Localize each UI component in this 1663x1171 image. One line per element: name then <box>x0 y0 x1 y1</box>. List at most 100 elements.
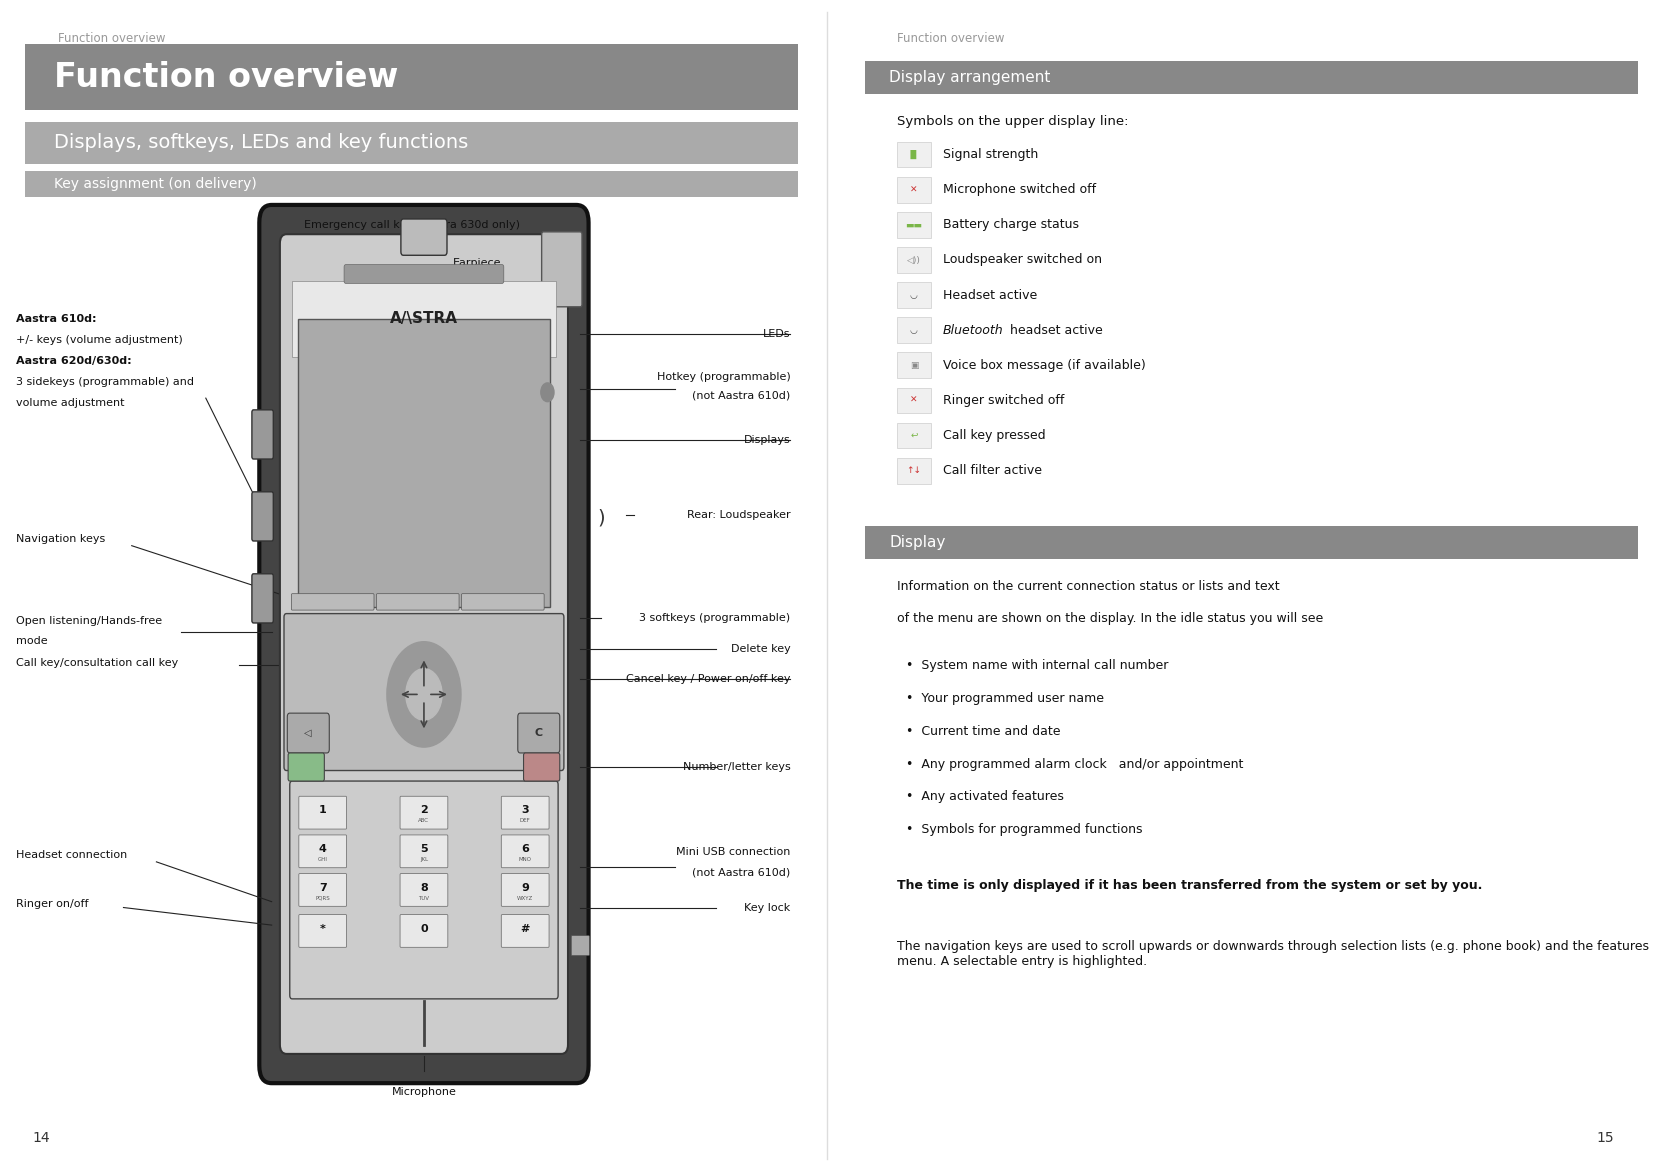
Text: Symbols on the upper display line:: Symbols on the upper display line: <box>898 115 1129 128</box>
FancyBboxPatch shape <box>25 122 798 164</box>
Text: Emergency call key (Aastra 630d only): Emergency call key (Aastra 630d only) <box>304 220 519 230</box>
Text: Delete key: Delete key <box>730 644 790 653</box>
Text: •  Any programmed alarm clock   and/or appointment: • Any programmed alarm clock and/or appo… <box>906 758 1242 771</box>
Text: Navigation keys: Navigation keys <box>17 534 106 545</box>
Text: WXYZ: WXYZ <box>517 896 534 900</box>
FancyBboxPatch shape <box>251 492 273 541</box>
Text: Key assignment (on delivery): Key assignment (on delivery) <box>53 177 256 191</box>
FancyBboxPatch shape <box>344 265 504 283</box>
Text: 9: 9 <box>521 883 529 892</box>
FancyBboxPatch shape <box>524 753 560 781</box>
Text: Microphone: Microphone <box>391 1087 456 1097</box>
FancyBboxPatch shape <box>25 171 798 197</box>
Text: #: # <box>521 924 530 933</box>
Text: 8: 8 <box>421 883 427 892</box>
Text: Headset active: Headset active <box>943 288 1038 302</box>
Text: 3 sidekeys (programmable) and: 3 sidekeys (programmable) and <box>17 377 195 388</box>
Text: Information on the current connection status or lists and text: Information on the current connection st… <box>898 580 1281 593</box>
Text: Headset connection: Headset connection <box>17 850 128 861</box>
Text: 14: 14 <box>33 1131 50 1145</box>
FancyBboxPatch shape <box>289 781 559 999</box>
FancyBboxPatch shape <box>896 317 931 343</box>
FancyBboxPatch shape <box>896 423 931 448</box>
FancyBboxPatch shape <box>896 212 931 238</box>
FancyBboxPatch shape <box>542 232 582 307</box>
FancyBboxPatch shape <box>25 44 798 110</box>
Text: Open listening/Hands-free: Open listening/Hands-free <box>17 616 163 626</box>
Text: (not Aastra 610d): (not Aastra 610d) <box>692 391 790 400</box>
Text: headset active: headset active <box>1006 323 1103 337</box>
FancyBboxPatch shape <box>896 142 931 167</box>
Text: Display arrangement: Display arrangement <box>890 70 1051 84</box>
Text: TUV: TUV <box>419 896 429 900</box>
FancyBboxPatch shape <box>896 282 931 308</box>
FancyBboxPatch shape <box>288 713 329 753</box>
Circle shape <box>540 383 554 402</box>
FancyBboxPatch shape <box>376 594 459 610</box>
Text: •  System name with internal call number: • System name with internal call number <box>906 659 1167 672</box>
Text: 5: 5 <box>421 844 427 854</box>
Text: Ringer on/off: Ringer on/off <box>17 899 88 910</box>
Text: The time is only displayed if it has been transferred from the system or set by : The time is only displayed if it has bee… <box>898 879 1483 892</box>
Text: +/- keys (volume adjustment): +/- keys (volume adjustment) <box>17 335 183 345</box>
Text: Signal strength: Signal strength <box>943 148 1038 162</box>
Text: ◁: ◁ <box>304 728 311 738</box>
FancyBboxPatch shape <box>293 281 555 357</box>
FancyBboxPatch shape <box>299 915 346 947</box>
FancyBboxPatch shape <box>896 177 931 203</box>
Text: 2: 2 <box>421 806 427 815</box>
Text: ▐▌: ▐▌ <box>906 150 921 159</box>
FancyBboxPatch shape <box>284 614 564 771</box>
Text: ▣: ▣ <box>910 361 918 370</box>
Text: Microphone switched off: Microphone switched off <box>943 183 1096 197</box>
FancyBboxPatch shape <box>865 61 1638 94</box>
Text: Ringer switched off: Ringer switched off <box>943 393 1064 408</box>
FancyBboxPatch shape <box>299 796 346 829</box>
FancyBboxPatch shape <box>896 388 931 413</box>
Text: ↑↓: ↑↓ <box>906 466 921 475</box>
Text: 7: 7 <box>319 883 326 892</box>
Text: Displays, softkeys, LEDs and key functions: Displays, softkeys, LEDs and key functio… <box>53 133 467 152</box>
Text: ◁)): ◁)) <box>906 255 921 265</box>
FancyBboxPatch shape <box>299 874 346 906</box>
FancyBboxPatch shape <box>291 594 374 610</box>
FancyBboxPatch shape <box>288 753 324 781</box>
FancyBboxPatch shape <box>401 219 447 255</box>
Text: Call filter active: Call filter active <box>943 464 1041 478</box>
Text: Bluetooth: Bluetooth <box>943 323 1003 337</box>
FancyBboxPatch shape <box>865 526 1638 559</box>
Text: LEDs: LEDs <box>763 329 790 338</box>
Text: •  Your programmed user name: • Your programmed user name <box>906 692 1104 705</box>
Text: Display: Display <box>890 535 946 549</box>
Text: C: C <box>534 728 542 738</box>
Text: ABC: ABC <box>419 819 429 823</box>
FancyBboxPatch shape <box>501 796 549 829</box>
Text: ✕: ✕ <box>910 185 918 194</box>
Text: Aastra 620d/630d:: Aastra 620d/630d: <box>17 356 131 367</box>
FancyBboxPatch shape <box>896 352 931 378</box>
Text: •  Symbols for programmed functions: • Symbols for programmed functions <box>906 823 1142 836</box>
Text: 3: 3 <box>522 806 529 815</box>
Text: ◡: ◡ <box>910 326 918 335</box>
FancyBboxPatch shape <box>401 874 447 906</box>
FancyBboxPatch shape <box>251 574 273 623</box>
FancyBboxPatch shape <box>298 319 550 607</box>
FancyBboxPatch shape <box>401 835 447 868</box>
Text: Function overview: Function overview <box>898 32 1004 44</box>
FancyBboxPatch shape <box>501 915 549 947</box>
FancyBboxPatch shape <box>251 410 273 459</box>
Text: 1: 1 <box>319 806 326 815</box>
Text: Cancel key / Power on/off key: Cancel key / Power on/off key <box>625 674 790 684</box>
FancyBboxPatch shape <box>259 205 589 1083</box>
Text: Function overview: Function overview <box>58 32 165 44</box>
Text: The navigation keys are used to scroll upwards or downwards through selection li: The navigation keys are used to scroll u… <box>898 940 1650 968</box>
Text: mode: mode <box>17 636 48 646</box>
Text: 6: 6 <box>521 844 529 854</box>
Text: 15: 15 <box>1596 1131 1613 1145</box>
Text: PQRS: PQRS <box>316 896 329 900</box>
FancyBboxPatch shape <box>896 458 931 484</box>
Text: Call key/consultation call key: Call key/consultation call key <box>17 658 178 669</box>
FancyBboxPatch shape <box>517 713 560 753</box>
FancyBboxPatch shape <box>299 835 346 868</box>
Text: Number/letter keys: Number/letter keys <box>682 762 790 772</box>
